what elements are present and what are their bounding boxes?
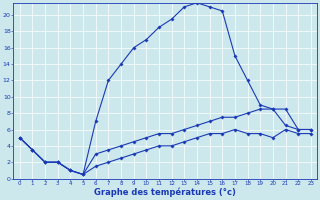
- X-axis label: Graphe des températures (°c): Graphe des températures (°c): [94, 188, 236, 197]
